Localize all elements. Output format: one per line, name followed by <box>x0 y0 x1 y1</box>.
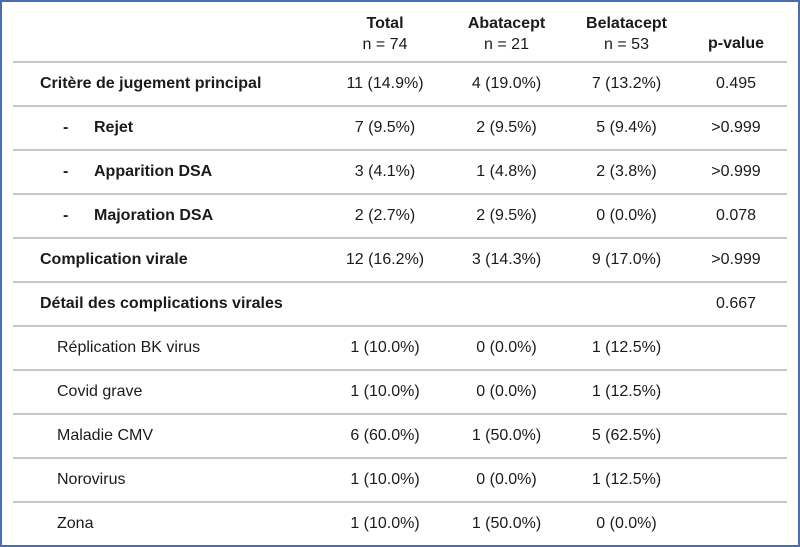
row-label: Complication virale <box>40 251 188 268</box>
column-header-belatacept-n: n = 53 <box>604 35 649 53</box>
dash-bullet: - <box>63 163 69 180</box>
dash-bullet: - <box>63 207 69 224</box>
table-row: Complication virale 12 (16.2%) 3 (14.3%)… <box>13 239 787 283</box>
row-label: Réplication BK virus <box>57 339 201 356</box>
cell-total: 1 (10.0%) <box>350 471 420 488</box>
cell-abatacept: 4 (19.0%) <box>471 75 542 92</box>
table-row: Réplication BK virus 1 (10.0%) 0 (0.0%) … <box>13 327 787 371</box>
cell-belatacept: 0 (0.0%) <box>596 515 657 532</box>
table-row: Norovirus 1 (10.0%) 0 (0.0%) 1 (12.5%) <box>13 459 787 503</box>
cell-abatacept: 2 (9.5%) <box>476 207 537 224</box>
row-label: - Rejet <box>13 119 325 137</box>
table-row: - Rejet 7 (9.5%) 2 (9.5%) 5 (9.4%) >0.999 <box>13 107 787 151</box>
row-label: Maladie CMV <box>57 427 154 444</box>
cell-pvalue: 0.667 <box>715 295 757 312</box>
cell-pvalue: >0.999 <box>711 163 761 180</box>
cell-belatacept: 1 (12.5%) <box>591 471 662 488</box>
column-header-belatacept-name: Belatacept <box>586 15 667 33</box>
cell-abatacept: 2 (9.5%) <box>476 119 537 136</box>
row-label: Covid grave <box>57 383 143 400</box>
cell-belatacept: 1 (12.5%) <box>591 383 662 400</box>
table-row: Maladie CMV 6 (60.0%) 1 (50.0%) 5 (62.5%… <box>13 415 787 459</box>
cell-pvalue: 0.495 <box>715 75 757 92</box>
row-label: Détail des complications virales <box>40 295 283 312</box>
table-row: Détail des complications virales 0.667 <box>13 283 787 327</box>
cell-pvalue: >0.999 <box>711 251 761 268</box>
column-header-pvalue: p-value <box>707 35 764 52</box>
row-label-text: Majoration DSA <box>94 207 214 224</box>
row-label: Critère de jugement principal <box>40 75 262 92</box>
table-row: - Majoration DSA 2 (2.7%) 2 (9.5%) 0 (0.0… <box>13 195 787 239</box>
dash-bullet: - <box>63 119 69 136</box>
column-header-abatacept-name: Abatacept <box>467 15 546 33</box>
cell-belatacept: 5 (9.4%) <box>596 119 657 136</box>
cell-pvalue: 0.078 <box>715 207 757 224</box>
column-header-abatacept: Abatacept n = 21 <box>445 15 568 54</box>
cell-belatacept: 9 (17.0%) <box>591 251 662 268</box>
cell-abatacept: 0 (0.0%) <box>476 383 537 400</box>
column-header-total-name: Total <box>366 15 404 33</box>
cell-abatacept: 0 (0.0%) <box>476 471 537 488</box>
table-row: - Apparition DSA 3 (4.1%) 1 (4.8%) 2 (3.8… <box>13 151 787 195</box>
column-header-belatacept: Belatacept n = 53 <box>568 15 685 54</box>
cell-total: 2 (2.7%) <box>354 207 416 224</box>
cell-belatacept: 7 (13.2%) <box>591 75 662 92</box>
cell-abatacept: 1 (4.8%) <box>476 163 537 180</box>
cell-belatacept: 0 (0.0%) <box>596 207 657 224</box>
cell-total: 6 (60.0%) <box>350 427 420 444</box>
cell-total: 1 (10.0%) <box>350 339 420 356</box>
column-header-abatacept-n: n = 21 <box>484 35 529 53</box>
cell-belatacept: 1 (12.5%) <box>591 339 662 356</box>
cell-abatacept: 1 (50.0%) <box>471 515 542 532</box>
cell-total: 1 (10.0%) <box>350 383 420 400</box>
table-row: Zona 1 (10.0%) 1 (50.0%) 0 (0.0%) <box>13 503 787 545</box>
row-label: Norovirus <box>57 471 126 488</box>
table-row: Critère de jugement principal 11 (14.9%)… <box>13 63 787 107</box>
cell-pvalue: >0.999 <box>711 119 761 136</box>
cell-abatacept: 1 (50.0%) <box>471 427 542 444</box>
cell-total: 12 (16.2%) <box>345 251 425 268</box>
row-label: Zona <box>57 515 94 532</box>
row-label-text: Apparition DSA <box>94 163 213 180</box>
row-label: - Apparition DSA <box>13 163 325 181</box>
cell-total: 3 (4.1%) <box>354 163 416 180</box>
table-row: Covid grave 1 (10.0%) 0 (0.0%) 1 (12.5%) <box>13 371 787 415</box>
cell-abatacept: 0 (0.0%) <box>476 339 537 356</box>
cell-total: 1 (10.0%) <box>350 515 420 532</box>
column-header-total-n: n = 74 <box>362 35 408 53</box>
row-label-text: Rejet <box>94 119 134 136</box>
row-label: - Majoration DSA <box>13 207 325 225</box>
cell-total: 7 (9.5%) <box>354 119 416 136</box>
table-body: Critère de jugement principal 11 (14.9%)… <box>13 63 787 545</box>
table-header: Total n = 74 Abatacept n = 21 Belatacept… <box>13 2 787 63</box>
cell-belatacept: 2 (3.8%) <box>596 163 657 180</box>
column-header-total: Total n = 74 <box>325 15 445 54</box>
cell-belatacept: 5 (62.5%) <box>591 427 662 444</box>
cell-abatacept: 3 (14.3%) <box>471 251 542 268</box>
cell-total: 11 (14.9%) <box>346 75 424 92</box>
